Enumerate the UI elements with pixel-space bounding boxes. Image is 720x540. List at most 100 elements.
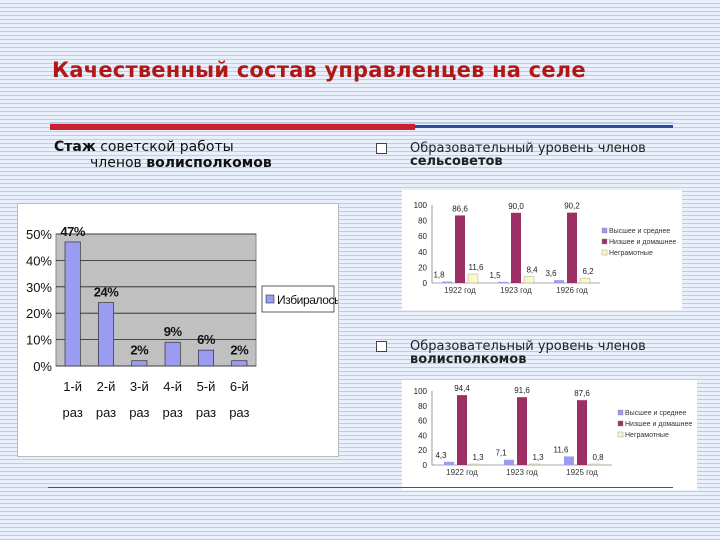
x-tick-label: 6-й — [230, 379, 249, 394]
y-tick-label: 80 — [418, 402, 427, 411]
selsovet-education-chart: 100 80 60 40 20 0 1,8 86,6 11,6 1922 год 1,5 90,0 8,… — [402, 190, 682, 310]
legend-label: Неграмотные — [609, 250, 653, 257]
bar — [64, 241, 81, 367]
bar-value-label: 7,1 — [495, 449, 507, 458]
bar-value-label: 1,5 — [489, 271, 501, 280]
bar-value-label: 90,2 — [564, 202, 580, 211]
y-tick-label: 40% — [26, 253, 52, 268]
bar — [231, 360, 248, 367]
legend-swatch — [265, 294, 275, 304]
x-tick-label: 2-й — [97, 379, 116, 394]
x-tick-label: раз — [129, 405, 149, 420]
y-tick-label: 20 — [418, 263, 427, 272]
bullet-square-icon — [376, 143, 387, 154]
heading-word-2: советской работы — [100, 139, 234, 155]
legend-label: Низшее и домашнее — [609, 239, 676, 246]
y-tick-label: 50% — [26, 227, 52, 242]
bar — [498, 281, 508, 283]
y-tick-label: 20 — [418, 446, 427, 455]
legend-label: Низшее и домашнее — [625, 421, 692, 428]
legend-swatch — [601, 227, 608, 234]
tenure-chart: 50% 40% 30% 20% 10% 0% 47% 1-й раз 24% 2-й раз 2% 3-й… — [17, 203, 339, 457]
bar — [469, 463, 481, 466]
legend-swatch — [601, 249, 608, 256]
bar — [197, 349, 215, 367]
bar-value-label: 3,6 — [545, 269, 557, 278]
chart3-heading: Образовательный уровень членов волисполк… — [410, 340, 700, 366]
legend-label: Избиралось — [277, 293, 339, 307]
x-tick-label: раз — [63, 405, 83, 420]
bar — [529, 463, 541, 466]
bar-value-label: 9% — [164, 324, 183, 339]
chart3-heading-line1: Образовательный уровень членов — [410, 339, 646, 354]
bar-value-label: 94,4 — [454, 384, 470, 393]
plot-area — [55, 233, 257, 367]
x-tick-label: раз — [196, 405, 216, 420]
bar — [164, 341, 181, 367]
legend-swatch — [601, 238, 608, 245]
title-underline-thin — [50, 122, 673, 123]
page-title: Качественный состав управленцев на селе — [52, 58, 586, 82]
legend-label: Неграмотные — [625, 432, 669, 439]
bar — [564, 456, 574, 465]
legend-swatch — [617, 409, 624, 416]
x-tick-label: раз — [229, 405, 249, 420]
heading-word-3: членов — [90, 155, 142, 171]
heading-word-1: Стаж — [54, 139, 96, 155]
bar — [455, 215, 465, 283]
bar — [97, 302, 115, 367]
bar — [517, 397, 527, 465]
bar-value-label: 1,8 — [433, 271, 445, 280]
bar — [579, 277, 591, 284]
chart2-heading-line1: Образовательный уровень членов — [410, 141, 646, 156]
x-tick-label: 5-й — [197, 379, 216, 394]
bar-value-label: 87,6 — [574, 389, 590, 398]
y-tick-label: 40 — [418, 248, 427, 257]
bar-value-label: 6% — [197, 332, 216, 347]
bar-value-label: 47% — [60, 224, 85, 239]
bar — [504, 459, 514, 465]
bar-value-label: 24% — [94, 285, 119, 300]
x-tick-label: 1923 год — [500, 286, 532, 295]
chart2-heading-line2: сельсоветов — [410, 154, 503, 169]
y-tick-label: 0 — [423, 279, 428, 288]
bar-value-label: 11,6 — [554, 445, 570, 454]
y-tick-label: 20% — [26, 306, 52, 321]
legend-label: Высшее и среднее — [625, 410, 686, 417]
bottom-rule — [48, 487, 673, 488]
x-tick-label: 4-й — [163, 379, 182, 394]
left-chart-heading: Стаж советской работы членов волисполком… — [54, 139, 354, 171]
y-tick-label: 40 — [418, 431, 427, 440]
bar-value-label: 4,3 — [435, 451, 447, 460]
y-tick-label: 100 — [414, 387, 428, 396]
y-tick-label: 80 — [418, 217, 427, 226]
x-tick-label: 1922 год — [446, 468, 478, 477]
legend-swatch — [617, 420, 624, 427]
x-tick-label: 1-й — [63, 379, 82, 394]
y-tick-label: 100 — [414, 201, 428, 210]
x-tick-label: раз — [96, 405, 116, 420]
bar — [467, 273, 479, 284]
bar-value-label: 6,2 — [582, 267, 594, 276]
bar — [567, 212, 577, 283]
chart3-heading-line2: волисполкомов — [410, 352, 527, 367]
bar-value-label: 0,8 — [592, 453, 604, 462]
y-tick-label: 60 — [418, 232, 427, 241]
bar — [511, 212, 521, 283]
legend-label: Высшее и среднее — [609, 228, 670, 235]
x-tick-label: 1922 год — [444, 286, 476, 295]
bar-value-label: 1,3 — [472, 453, 484, 462]
volispolkom-education-chart: 100 80 60 40 20 0 4,3 94,4 1,3 1922 год 7,1 91,6 1,3… — [402, 380, 697, 490]
bar — [457, 395, 467, 465]
bar — [523, 276, 535, 284]
x-tick-label: 3-й — [130, 379, 149, 394]
heading-word-4: волисполкомов — [146, 155, 272, 171]
legend-swatch — [617, 431, 624, 438]
bar-value-label: 11,6 — [469, 263, 485, 272]
bar-value-label: 91,6 — [514, 386, 530, 395]
bar-value-label: 90,0 — [508, 202, 524, 211]
bar-value-label: 8,4 — [526, 265, 538, 274]
bar — [444, 461, 454, 465]
y-tick-label: 0 — [423, 461, 428, 470]
bar-value-label: 2% — [230, 343, 249, 358]
